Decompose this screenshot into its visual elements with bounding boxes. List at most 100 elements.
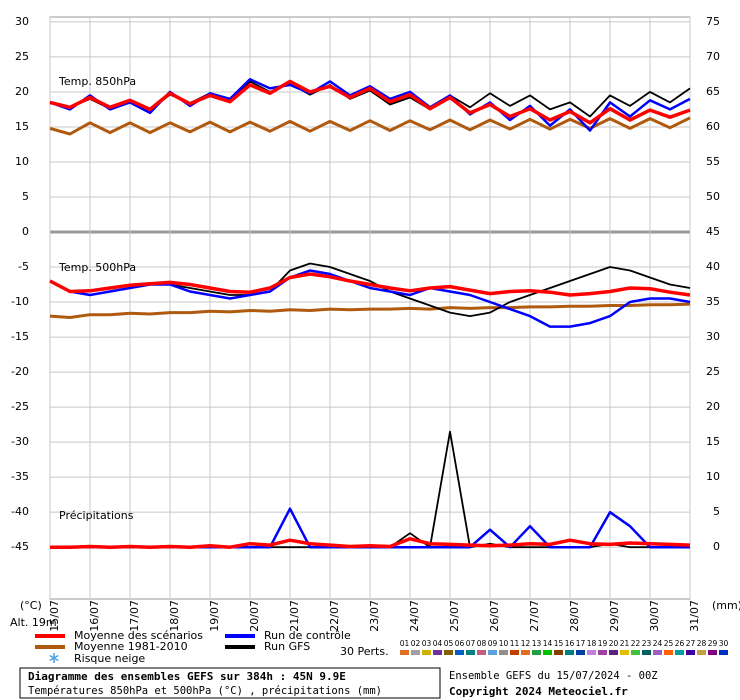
perturbation-label: 30 — [719, 639, 729, 648]
y2-tick-label: 70 — [706, 50, 720, 63]
perturbation-swatch — [587, 650, 596, 655]
y2-tick-label: 65 — [706, 85, 720, 98]
perturbation-label: 12 — [521, 639, 531, 648]
perturbation-swatch — [466, 650, 475, 655]
perturbation-swatch — [686, 650, 695, 655]
perturbation-label: 23 — [642, 639, 652, 648]
perturbation-label: 29 — [708, 639, 718, 648]
perturbation-label: 17 — [576, 639, 586, 648]
x-tick-label: 15/07 — [48, 600, 61, 632]
y-tick-label: -30 — [11, 435, 29, 448]
y2-tick-label: 30 — [706, 330, 720, 343]
perturbation-swatch — [719, 650, 728, 655]
x-tick-label: 29/07 — [608, 600, 621, 632]
y2-tick-label: 45 — [706, 225, 720, 238]
perturbation-label: 27 — [686, 639, 696, 648]
y-tick-label: 20 — [15, 85, 29, 98]
y-tick-label: -25 — [11, 400, 29, 413]
run-info: Ensemble GEFS du 15/07/2024 - 00Z — [449, 670, 658, 682]
x-tick-label: 22/07 — [328, 600, 341, 632]
perturbation-swatch — [631, 650, 640, 655]
y-tick-label: 30 — [15, 15, 29, 28]
perturbation-swatch — [433, 650, 442, 655]
perturbation-swatch — [510, 650, 519, 655]
y2-tick-label: 60 — [706, 120, 720, 133]
perturbation-label: 01 — [400, 639, 410, 648]
perturbation-swatch — [697, 650, 706, 655]
y-tick-label: -40 — [11, 505, 29, 518]
y-tick-label: -45 — [11, 540, 29, 553]
series-line — [49, 116, 691, 136]
perturbation-swatch — [499, 650, 508, 655]
perturbation-swatch — [620, 650, 629, 655]
x-tick-label: 21/07 — [288, 600, 301, 632]
x-tick-label: 20/07 — [248, 600, 261, 632]
y-axis-unit: (°C) — [20, 599, 42, 612]
perturbation-label: 28 — [697, 639, 707, 648]
x-tick-label: 23/07 — [368, 600, 381, 632]
x-tick-label: 17/07 — [128, 600, 141, 632]
perturbation-label: 14 — [543, 639, 553, 648]
perturbation-label: 25 — [664, 639, 674, 648]
legend-label: Run de contrôle — [264, 629, 351, 642]
y2-tick-label: 25 — [706, 365, 720, 378]
perturbation-label: 04 — [433, 639, 443, 648]
legend-label: Run GFS — [264, 640, 310, 653]
perturbation-swatch — [653, 650, 662, 655]
copyright: Copyright 2024 Meteociel.fr — [449, 685, 628, 698]
info-box — [19, 667, 441, 699]
perturbation-label: 16 — [565, 639, 575, 648]
panel-label: Temp. 850hPa — [58, 75, 136, 88]
perturbation-swatch — [521, 650, 530, 655]
snow-icon — [49, 653, 59, 663]
perturbation-label: 11 — [510, 639, 520, 648]
x-tick-label: 30/07 — [648, 600, 661, 632]
series-line — [49, 302, 691, 319]
series-line — [49, 272, 691, 297]
perturbation-label: 02 — [411, 639, 421, 648]
y2-tick-label: 55 — [706, 155, 720, 168]
series-line — [50, 537, 691, 549]
y-tick-label: -5 — [18, 260, 29, 273]
perturbation-swatch — [609, 650, 618, 655]
subtitle: Températures 850hPa et 500hPa (°C) , pré… — [28, 685, 382, 697]
perturbation-label: 06 — [455, 639, 465, 648]
perturbation-label: 08 — [477, 639, 487, 648]
snow-label: Risque neige — [74, 652, 145, 665]
perturbation-label: 05 — [444, 639, 454, 648]
y2-tick-label: 40 — [706, 260, 720, 273]
perturbations-label: 30 Perts. — [340, 645, 389, 658]
perturbation-label: 13 — [532, 639, 542, 648]
perturbation-label: 19 — [598, 639, 608, 648]
perturbation-label: 21 — [620, 639, 630, 648]
y-tick-label: 5 — [22, 190, 29, 203]
x-tick-label: 26/07 — [488, 600, 501, 632]
y2-tick-label: 15 — [706, 435, 720, 448]
x-tick-label: 18/07 — [168, 600, 181, 632]
perturbation-label: 03 — [422, 639, 432, 648]
y-tick-label: 25 — [15, 50, 29, 63]
y-tick-label: -10 — [11, 295, 29, 308]
perturbation-swatch — [708, 650, 717, 655]
legend-label: Moyenne des scénarios — [74, 629, 203, 642]
x-tick-label: 25/07 — [448, 600, 461, 632]
series-line — [49, 79, 691, 125]
y-tick-label: -15 — [11, 330, 29, 343]
y2-tick-label: 10 — [706, 470, 720, 483]
y2-tick-label: 75 — [706, 15, 720, 28]
x-tick-label: 27/07 — [528, 600, 541, 632]
perturbation-label: 20 — [609, 639, 619, 648]
panel-label: Précipitations — [59, 509, 134, 522]
y-tick-label: -20 — [11, 365, 29, 378]
perturbation-swatch — [488, 650, 497, 655]
y2-tick-label: 50 — [706, 190, 720, 203]
y-tick-label: 15 — [15, 120, 29, 133]
perturbation-label: 15 — [554, 639, 564, 648]
perturbation-swatch — [554, 650, 563, 655]
perturbation-swatch — [598, 650, 607, 655]
y2-axis-unit: (mm) — [712, 599, 740, 612]
y2-tick-label: 0 — [713, 540, 720, 553]
perturbation-swatch — [444, 650, 453, 655]
y2-tick-label: 35 — [706, 295, 720, 308]
